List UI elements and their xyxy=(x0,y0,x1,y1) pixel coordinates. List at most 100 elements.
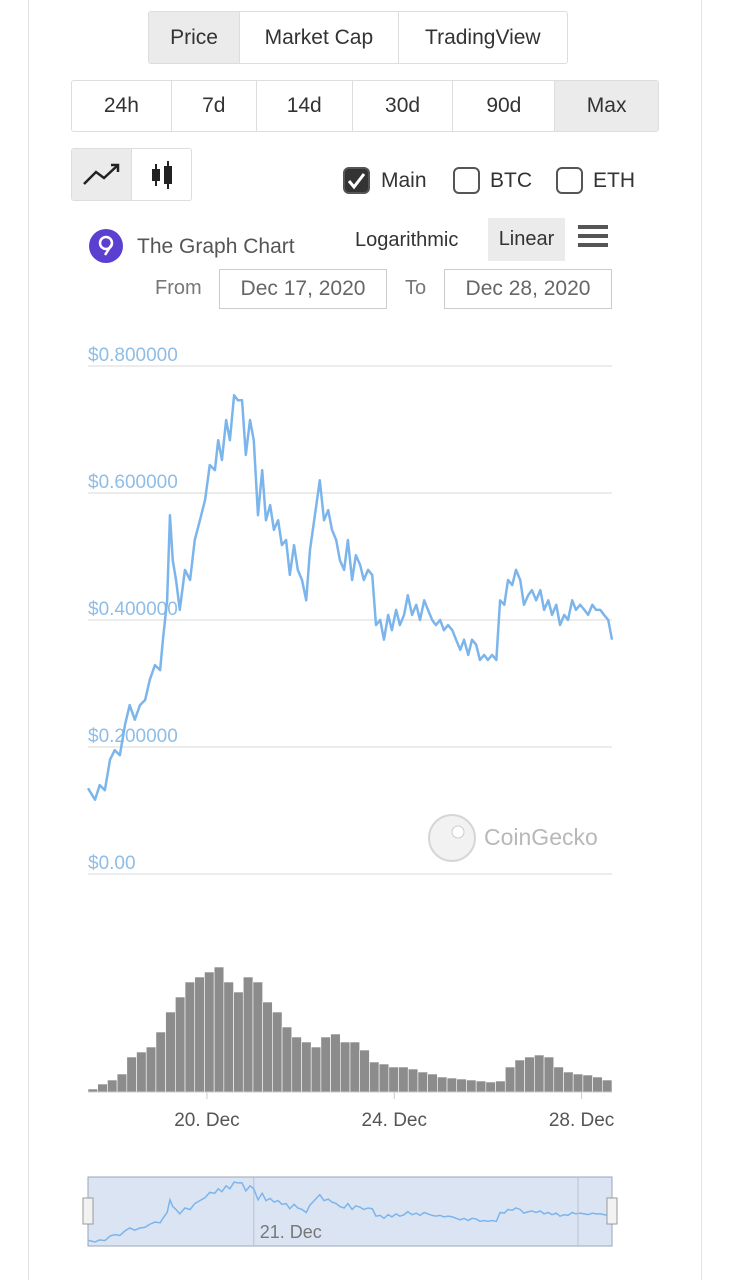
volume-bar xyxy=(456,1078,467,1093)
tab-group: Price Market Cap TradingView xyxy=(148,11,568,64)
tab[interactable]: Price xyxy=(149,12,241,63)
volume-bar xyxy=(427,1073,438,1093)
to-label: To xyxy=(405,277,427,299)
menu-icon[interactable] xyxy=(578,224,610,250)
chart-type-group xyxy=(71,148,192,201)
volume-bar xyxy=(378,1063,390,1093)
card xyxy=(28,0,702,1280)
navigator-handle[interactable] xyxy=(606,1197,618,1225)
volume-bar xyxy=(136,1051,147,1093)
volume-bar xyxy=(116,1073,128,1093)
watermark: CoinGecko xyxy=(428,814,598,862)
toggle-label: ETH xyxy=(593,169,635,192)
x-tick-label: 24. Dec xyxy=(362,1110,427,1131)
range-button[interactable]: 30d xyxy=(353,81,454,131)
volume-bar xyxy=(592,1076,603,1093)
range-button[interactable]: Max xyxy=(555,81,658,131)
volume-bar xyxy=(184,981,196,1093)
volume-bar xyxy=(349,1041,361,1093)
tab[interactable]: TradingView xyxy=(425,25,541,49)
range-button[interactable]: 7d xyxy=(172,81,257,131)
watermark-eye xyxy=(451,825,465,839)
volume-bar xyxy=(582,1074,593,1093)
volume-bar xyxy=(359,1049,370,1093)
volume-bar xyxy=(330,1033,341,1093)
navigator-tick-label: 21. Dec xyxy=(260,1222,322,1242)
volume-bar xyxy=(369,1061,380,1093)
volume-bar xyxy=(407,1068,419,1093)
range-button[interactable]: 90d xyxy=(453,81,556,131)
toggle-label: BTC xyxy=(490,169,532,192)
volume-bar xyxy=(485,1081,496,1093)
volume-bar xyxy=(563,1071,574,1093)
volume-bar xyxy=(475,1080,487,1093)
volume-bar xyxy=(204,971,215,1093)
volume-bar xyxy=(504,1066,516,1093)
from-label: From xyxy=(155,277,202,299)
volume-bar xyxy=(514,1059,525,1093)
volume-bar xyxy=(194,976,205,1093)
volume-bar xyxy=(553,1066,564,1093)
watermark-logo xyxy=(428,814,476,862)
scale-option[interactable]: Logarithmic xyxy=(355,229,459,251)
y-tick-label: $0.600000 xyxy=(88,472,178,493)
to-input[interactable]: Dec 28, 2020 xyxy=(444,269,612,309)
volume-bar xyxy=(155,1031,166,1093)
y-tick-label: $0.200000 xyxy=(88,726,178,747)
volume-bar xyxy=(601,1079,613,1093)
volume-bar xyxy=(252,981,263,1093)
price-line xyxy=(86,393,614,801)
volume-bar xyxy=(262,1001,273,1093)
volume-bar xyxy=(320,1036,331,1093)
check-mark xyxy=(347,173,366,190)
y-tick-label: $0.800000 xyxy=(88,345,178,366)
volume-bar xyxy=(398,1066,409,1093)
y-tick-label: $0.00 xyxy=(88,853,136,874)
volume-bar xyxy=(495,1080,506,1093)
volume-bar xyxy=(534,1054,545,1093)
range-group: 24h 7d 14d 30d 90d Max xyxy=(71,80,659,132)
range-button[interactable]: 24h xyxy=(72,81,172,131)
from-input[interactable]: Dec 17, 2020 xyxy=(219,269,387,309)
volume-bar xyxy=(543,1056,555,1093)
volume-bar xyxy=(417,1071,428,1093)
checkbox[interactable] xyxy=(453,167,480,194)
chart-title: The Graph Chart xyxy=(137,235,295,258)
volume-bar xyxy=(233,991,244,1093)
checkbox[interactable] xyxy=(556,167,583,194)
y-tick-label: $0.400000 xyxy=(88,599,178,620)
range-button[interactable]: 14d xyxy=(257,81,353,131)
volume-bar xyxy=(310,1046,322,1093)
volume-bar xyxy=(242,976,254,1093)
volume-bar xyxy=(291,1036,302,1093)
volume-bar xyxy=(107,1079,118,1093)
volume-bar xyxy=(446,1077,458,1093)
candle-icon-button[interactable] xyxy=(132,149,191,200)
volume-bar xyxy=(175,996,186,1093)
volume-bar xyxy=(281,1026,293,1093)
navigator-handle[interactable] xyxy=(82,1197,94,1225)
checkbox-checked[interactable] xyxy=(343,167,370,194)
volume-bar xyxy=(213,966,225,1093)
volume-bar xyxy=(437,1076,448,1093)
x-tick-label: 28. Dec xyxy=(549,1110,614,1131)
volume-bar xyxy=(466,1079,477,1093)
volume-bar xyxy=(97,1083,108,1093)
watermark-text: CoinGecko xyxy=(484,824,598,850)
volume-bar xyxy=(339,1041,351,1093)
navigator-bg xyxy=(87,1176,613,1247)
volume-bar xyxy=(272,1011,283,1093)
x-tick-label: 20. Dec xyxy=(174,1110,239,1131)
volume-bar xyxy=(126,1056,137,1093)
volume-bar xyxy=(388,1066,399,1093)
volume-bar xyxy=(301,1041,312,1093)
scale-option[interactable]: Linear xyxy=(488,218,565,261)
coin-logo xyxy=(89,229,123,263)
toggle-label: Main xyxy=(381,169,427,192)
tab[interactable]: Market Cap xyxy=(240,12,399,63)
volume-bar xyxy=(524,1056,535,1093)
volume-bar xyxy=(572,1073,584,1093)
line-icon-button[interactable] xyxy=(72,149,133,200)
